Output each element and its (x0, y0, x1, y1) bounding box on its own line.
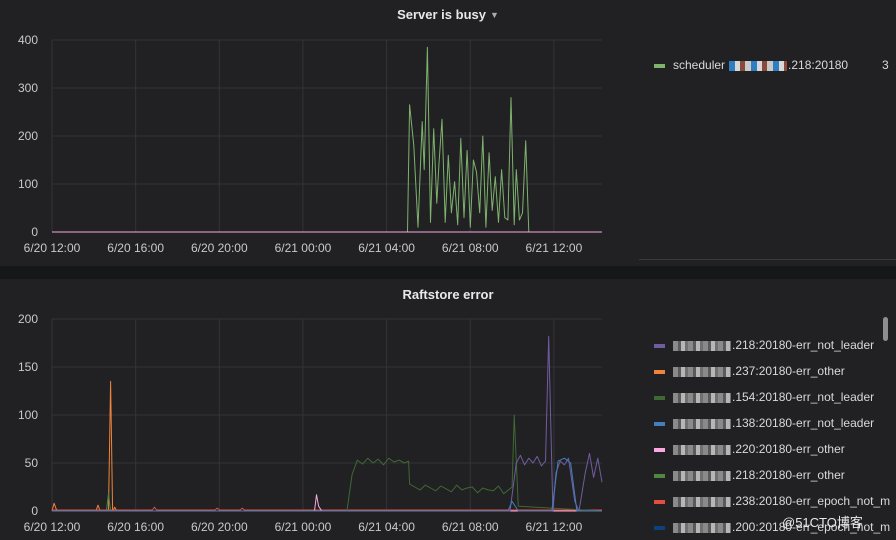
x-tick-label: 6/21 04:00 (358, 241, 415, 255)
legend-divider (639, 259, 896, 260)
raftstore-error-panel: Raftstore error 0 50 100 150 200 6/20 12:00 6/… (0, 279, 896, 540)
redacted-ip (673, 340, 731, 351)
panel-title-text: Raftstore error (402, 287, 494, 302)
legend-label: scheduler (673, 58, 726, 72)
x-tick-label: 6/20 20:00 (191, 520, 248, 534)
redacted-ip (673, 470, 731, 481)
x-tick-label: 6/21 04:00 (358, 520, 415, 534)
panel-title-server-busy[interactable]: Server is busy ▼ (0, 7, 896, 22)
y-tick-label: 50 (25, 456, 39, 470)
legend-suffix: .218:20180-err_other (732, 468, 845, 482)
x-tick-label: 6/21 12:00 (526, 241, 583, 255)
redacted-ip (673, 418, 731, 429)
legend-swatch (654, 343, 665, 348)
y-tick-label: 150 (18, 360, 38, 374)
x-tick-label: 6/21 08:00 (442, 520, 499, 534)
panel-title-raftstore-error[interactable]: Raftstore error (0, 287, 896, 302)
redacted-ip (729, 60, 788, 71)
legend-swatch (654, 499, 665, 504)
legend-item[interactable]: .218:20180-err_other (654, 467, 845, 483)
legend-suffix: .237:20180-err_other (732, 364, 845, 378)
legend-suffix: .154:20180-err_not_leader (732, 390, 875, 404)
x-tick-label: 6/20 20:00 (191, 241, 248, 255)
y-tick-label: 400 (18, 33, 38, 47)
y-tick-label: 300 (18, 81, 38, 95)
series-line-5 (52, 335, 603, 512)
series-line-0 (52, 46, 602, 233)
legend-item[interactable]: .238:20180-err_epoch_not_m (654, 493, 890, 509)
series-line-4 (52, 414, 603, 512)
legend-item[interactable]: .138:20180-err_not_leader (654, 415, 874, 431)
redacted-ip (673, 444, 731, 455)
x-tick-label: 6/21 08:00 (442, 241, 499, 255)
y-tick-label: 100 (18, 408, 38, 422)
legend-suffix: .218:20180 (788, 58, 849, 72)
watermark: @51CTO博客 (782, 515, 863, 530)
x-tick-label: 6/21 00:00 (275, 241, 332, 255)
legend-swatch (654, 447, 665, 452)
legend-suffix: .138:20180-err_not_leader (732, 416, 875, 430)
x-tick-label: 6/20 16:00 (107, 520, 164, 534)
legend-item[interactable]: .200:20180-err_epoch_not_m (654, 519, 890, 535)
server-busy-panel: Server is busy ▼ 0 100 200 300 400 6/20 12:00 6… (0, 0, 896, 266)
legend-swatch (654, 421, 665, 426)
y-tick-label: 200 (18, 312, 38, 326)
series-line-3 (52, 494, 602, 512)
legend-value: 3 (882, 58, 889, 72)
y-tick-label: 0 (31, 225, 38, 239)
legend-suffix: .218:20180-err_not_leader (732, 338, 875, 352)
redacted-ip (673, 522, 731, 533)
panel-title-text: Server is busy (397, 7, 486, 22)
legend-swatch (654, 395, 665, 400)
y-tick-label: 0 (31, 504, 38, 518)
raftstore-error-chart: 0 50 100 150 200 6/20 12:00 6/20 16:00 6/20 20:… (18, 312, 603, 534)
x-tick-label: 6/21 00:00 (275, 520, 332, 534)
series-line-2 (52, 493, 602, 512)
series-line-6 (52, 457, 602, 512)
redacted-ip (673, 496, 731, 507)
legend-swatch (654, 525, 665, 530)
redacted-ip (673, 392, 731, 403)
legend-suffix: .238:20180-err_epoch_not_m (732, 494, 890, 508)
legend-suffix: .220:20180-err_other (732, 442, 845, 456)
y-tick-label: 100 (18, 177, 38, 191)
server-busy-legend: scheduler .218:20180 3 (654, 57, 896, 77)
chevron-down-icon[interactable]: ▼ (489, 10, 499, 20)
legend-suffix: .200:20180-err_epoch_not_m (732, 520, 890, 534)
legend-swatch (654, 63, 665, 68)
legend-item[interactable]: .154:20180-err_not_leader (654, 389, 874, 405)
legend-item[interactable]: .237:20180-err_other (654, 363, 845, 379)
x-tick-label: 6/21 12:00 (526, 520, 583, 534)
series-line-1 (52, 506, 602, 511)
legend-swatch (654, 369, 665, 374)
series-line-0 (51, 380, 602, 512)
raftstore-error-legend: .218:20180-err_not_leader .237:20180-err_… (654, 337, 890, 540)
redacted-ip (673, 366, 731, 377)
legend-item[interactable]: .218:20180-err_not_leader (654, 337, 874, 353)
legend-item[interactable]: scheduler .218:20180 3 (654, 57, 889, 73)
legend-item[interactable]: .220:20180-err_other (654, 441, 845, 457)
y-tick-label: 200 (18, 129, 38, 143)
server-busy-chart: 0 100 200 300 400 6/20 12:00 6/20 16:00 6/20 20… (18, 33, 602, 255)
legend-swatch (654, 473, 665, 478)
legend-scrollbar[interactable] (883, 317, 888, 341)
x-tick-label: 6/20 12:00 (24, 520, 81, 534)
x-tick-label: 6/20 12:00 (24, 241, 81, 255)
x-tick-label: 6/20 16:00 (107, 241, 164, 255)
